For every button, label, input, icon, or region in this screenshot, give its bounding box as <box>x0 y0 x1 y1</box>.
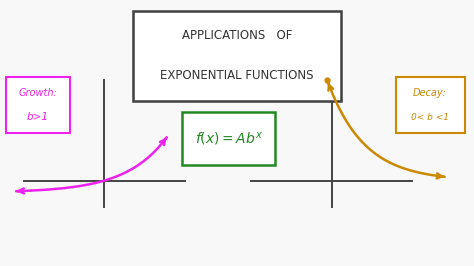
FancyBboxPatch shape <box>133 11 341 101</box>
Text: 0< b <1: 0< b <1 <box>411 113 449 122</box>
FancyBboxPatch shape <box>6 77 70 133</box>
Text: APPLICATIONS   OF: APPLICATIONS OF <box>182 30 292 43</box>
Text: Decay:: Decay: <box>413 88 447 98</box>
FancyBboxPatch shape <box>396 77 465 133</box>
Text: b>1: b>1 <box>27 112 49 122</box>
FancyBboxPatch shape <box>182 112 275 165</box>
Text: Growth:: Growth: <box>18 88 57 98</box>
Text: EXPONENTIAL FUNCTIONS: EXPONENTIAL FUNCTIONS <box>160 69 314 82</box>
Text: $f(x){=}Ab^x$: $f(x){=}Ab^x$ <box>195 130 263 147</box>
